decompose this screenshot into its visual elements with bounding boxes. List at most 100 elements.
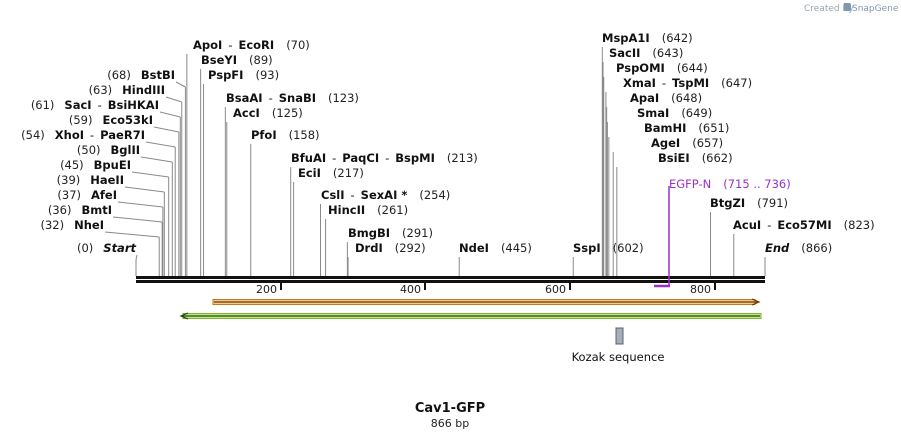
site-label-nhei[interactable]: (32) NheI	[41, 218, 105, 232]
site-connector-saci	[159, 111, 181, 118]
site-label-bamhi[interactable]: BamHI (651)	[644, 121, 729, 135]
ruler-tick-800	[714, 283, 716, 290]
forward-orf-arrow[interactable]	[212, 298, 761, 306]
ruler-label-400: 400	[400, 283, 421, 296]
site-label-hincii[interactable]: HincII (261)	[328, 203, 408, 217]
site-name: BtgZI	[710, 196, 745, 210]
site-position: (54)	[21, 128, 45, 142]
site-label-bsaai[interactable]: BsaAI - SnaBI (123)	[226, 91, 359, 105]
site-label-drdi[interactable]: DrdI (292)	[355, 241, 426, 255]
site-name-2: Eco57MI	[777, 218, 831, 232]
site-label-haeii[interactable]: (39) HaeII	[57, 173, 124, 187]
site-name: BglII	[111, 143, 141, 157]
site-label-saci[interactable]: (61) SacI - BsiHKAI	[31, 98, 159, 112]
site-label-xhoi[interactable]: (54) XhoI - PaeR7I	[21, 128, 145, 142]
site-label-start[interactable]: (0) Start	[77, 241, 137, 255]
site-name: XhoI	[55, 128, 84, 142]
site-connector-bmti	[112, 216, 163, 223]
site-label-ecii[interactable]: EciI (217)	[298, 166, 364, 180]
site-label-bstbi[interactable]: (68) BstBI	[107, 68, 175, 82]
egfp-n-label: EGFP-N (715 .. 736)	[669, 177, 791, 191]
site-label-pspfi[interactable]: PspFI (93)	[208, 68, 279, 82]
site-name: HincII	[328, 203, 365, 217]
site-name: NdeI	[459, 241, 489, 255]
site-position: (217)	[333, 166, 364, 180]
site-label-bmgbi[interactable]: BmgBI (291)	[348, 226, 433, 240]
site-label-ndei[interactable]: NdeI (445)	[459, 241, 532, 255]
site-label-pfoi[interactable]: PfoI (158)	[251, 128, 320, 142]
site-label-csli[interactable]: CslI - SexAI * (254)	[321, 188, 450, 202]
site-label-apoi[interactable]: ApoI - EcoRI (70)	[193, 38, 310, 52]
site-label-xmai[interactable]: XmaI - TspMI (647)	[623, 76, 752, 90]
site-connector-nhei	[104, 231, 160, 238]
site-position: (45)	[60, 158, 84, 172]
site-position: (158)	[289, 128, 320, 142]
site-position: (643)	[652, 46, 683, 60]
site-name: Eco53kI	[102, 113, 153, 127]
egfp-n-primer-feature[interactable]: EGFP-N (715 .. 736)	[654, 177, 791, 288]
site-label-bfuai[interactable]: BfuAI - PaqCI - BspMI (213)	[291, 151, 478, 165]
site-position: (644)	[677, 61, 708, 75]
site-label-eco53ki[interactable]: (59) Eco53kI	[69, 113, 153, 127]
site-connector-hindiii	[165, 96, 182, 103]
site-position: (254)	[419, 188, 450, 202]
site-position: (37)	[57, 188, 81, 202]
site-label-agei[interactable]: AgeI (657)	[651, 136, 723, 150]
site-label-bpuei[interactable]: (45) BpuEI	[60, 158, 131, 172]
site-label-btgzi[interactable]: BtgZI (791)	[710, 196, 788, 210]
site-name: AcuI	[733, 218, 761, 232]
site-label-smai[interactable]: SmaI (649)	[637, 106, 712, 120]
site-label-hindiii[interactable]: (63) HindIII	[89, 83, 165, 97]
site-position: (59)	[69, 113, 93, 127]
site-separator: -	[98, 98, 102, 112]
site-label-bg-hincii	[327, 203, 410, 217]
site-separator: -	[90, 128, 94, 142]
reverse-orf-arrow[interactable]	[179, 312, 762, 320]
site-position: (125)	[272, 106, 303, 120]
site-name: AgeI	[651, 136, 680, 150]
site-name: End	[765, 241, 790, 255]
site-label-bseyi[interactable]: BseYI (89)	[201, 53, 273, 67]
site-name: PspFI	[208, 68, 243, 82]
egfp-n-name: EGFP-N	[669, 177, 711, 191]
site-separator: -	[332, 151, 336, 165]
site-position: (32)	[41, 218, 65, 232]
site-name: BamHI	[644, 121, 686, 135]
site-position: (291)	[402, 226, 433, 240]
site-position: (791)	[757, 196, 788, 210]
site-label-sacii[interactable]: SacII (643)	[609, 46, 683, 60]
site-label-pspomi[interactable]: PspOMI (644)	[616, 61, 708, 75]
site-position: (647)	[721, 76, 752, 90]
site-label-apai[interactable]: ApaI (648)	[630, 91, 702, 105]
site-position: (662)	[702, 151, 733, 165]
site-connector-bglii	[140, 156, 173, 163]
site-position: (648)	[671, 91, 702, 105]
credit-text: Created by	[804, 4, 854, 14]
site-label-afei[interactable]: (37) AfeI	[57, 188, 117, 202]
ruler-label-200: 200	[256, 283, 277, 296]
site-name: BsaAI	[226, 91, 263, 105]
site-name: ApoI	[193, 38, 222, 52]
site-label-bglii[interactable]: (50) BglII	[77, 143, 140, 157]
site-label-bmti[interactable]: (36) BmtI	[48, 203, 112, 217]
site-label-end[interactable]: End (866)	[765, 241, 832, 255]
site-name-2: PaqCI	[342, 151, 379, 165]
site-position: (823)	[844, 218, 875, 232]
site-label-bsiei[interactable]: BsiEI (662)	[658, 151, 733, 165]
site-label-bg-ndei	[458, 241, 533, 255]
ruler-label-600: 600	[545, 283, 566, 296]
site-labels: (0) Start (32) NheI(36) BmtI(37) AfeI (39) HaeI…	[21, 31, 875, 255]
site-name: HaeII	[90, 173, 124, 187]
site-position: (70)	[286, 38, 310, 52]
site-position: (63)	[89, 83, 113, 97]
site-label-acci[interactable]: AccI (125)	[233, 106, 303, 120]
site-label-mspa1i[interactable]: MspA1I (642)	[602, 31, 693, 45]
kozak-sequence-feature[interactable]: Kozak sequence	[572, 327, 665, 364]
site-label-sspi[interactable]: SspI (602)	[573, 241, 644, 255]
site-label-bg-apoi	[192, 38, 311, 52]
site-position: (445)	[501, 241, 532, 255]
site-name-2: SnaBI	[279, 91, 316, 105]
site-separator: -	[385, 151, 389, 165]
site-label-acui[interactable]: AcuI - Eco57MI (823)	[733, 218, 875, 232]
